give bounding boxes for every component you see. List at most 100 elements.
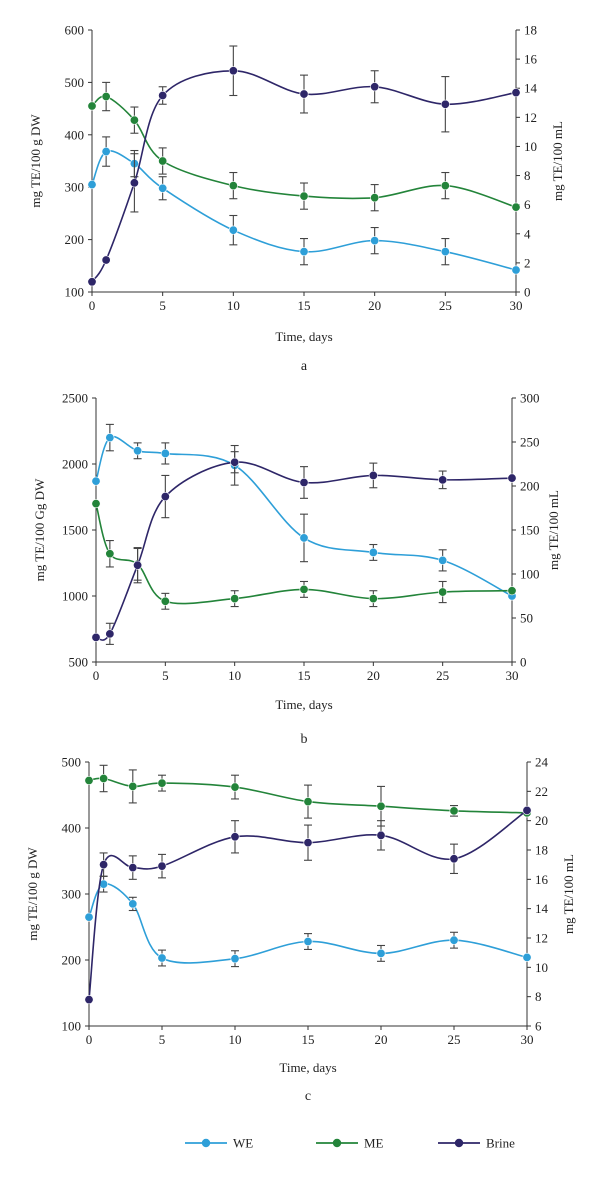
data-point [440, 181, 450, 191]
data-point [299, 477, 309, 487]
x-tick-label: 5 [162, 668, 169, 683]
data-point [157, 861, 167, 871]
x-tick-label: 10 [227, 298, 240, 313]
y-left-tick-label: 200 [65, 232, 85, 247]
x-tick-label: 25 [436, 668, 449, 683]
y-right-tick-label: 14 [524, 81, 538, 96]
y-left-tick-label: 300 [62, 887, 82, 902]
y-left-tick-label: 600 [65, 23, 85, 38]
y-right-tick-label: 18 [535, 843, 548, 858]
data-point [368, 547, 378, 557]
y-left-tick-label: 1000 [62, 589, 88, 604]
data-point [128, 863, 138, 873]
y-left-tick-label: 500 [62, 755, 82, 770]
y-right-tick-label: 8 [524, 168, 531, 183]
y-right-tick-label: 0 [524, 285, 531, 300]
data-point [299, 584, 309, 594]
data-point [228, 225, 238, 235]
data-point [158, 156, 168, 166]
y-left-tick-label: 200 [62, 953, 82, 968]
data-point [370, 236, 380, 246]
data-point [440, 247, 450, 257]
x-tick-label: 10 [229, 1032, 242, 1047]
legend-label: WE [233, 1136, 253, 1151]
data-point [91, 476, 101, 486]
data-point [440, 99, 450, 109]
y-left-tick-label: 2000 [62, 457, 88, 472]
y-right-tick-label: 250 [520, 435, 540, 450]
x-tick-label: 15 [302, 1032, 315, 1047]
data-point [522, 805, 532, 815]
x-tick-label: 25 [439, 298, 452, 313]
data-point [368, 594, 378, 604]
x-tick-label: 5 [159, 1032, 166, 1047]
data-point [105, 629, 115, 639]
y-left-tick-label: 1500 [62, 523, 88, 538]
data-point [299, 247, 309, 257]
data-point [105, 549, 115, 559]
data-point [157, 778, 167, 788]
legend-marker [332, 1138, 342, 1148]
panel-label: a [301, 359, 308, 374]
data-point [101, 255, 111, 265]
y-right-tick-label: 12 [535, 931, 548, 946]
data-point [128, 781, 138, 791]
y-right-tick-label: 10 [535, 960, 548, 975]
x-tick-label: 20 [368, 298, 381, 313]
legend-marker [201, 1138, 211, 1148]
x-axis-title: Time, days [275, 329, 332, 344]
x-tick-label: 0 [93, 668, 100, 683]
x-tick-label: 0 [86, 1032, 93, 1047]
data-point [230, 782, 240, 792]
data-point [129, 178, 139, 188]
legend-item-me: ME [316, 1136, 384, 1151]
series-line [95, 435, 513, 597]
data-point [230, 594, 240, 604]
y-left-tick-label: 500 [69, 655, 89, 670]
data-point [376, 830, 386, 840]
y-right-tick-label: 16 [535, 872, 549, 887]
legend-item-we: WE [185, 1136, 253, 1151]
data-point [438, 555, 448, 565]
data-point [101, 92, 111, 102]
legend-label: Brine [486, 1136, 515, 1151]
data-point [303, 797, 313, 807]
series-line [88, 883, 528, 964]
y-right-tick-label: 12 [524, 110, 537, 125]
data-point [91, 499, 101, 509]
series-me [87, 81, 521, 212]
y-right-tick-label: 6 [535, 1019, 542, 1034]
data-point [511, 265, 521, 275]
y-right-tick-label: 22 [535, 784, 548, 799]
panel-label: c [305, 1089, 311, 1104]
legend-marker [454, 1138, 464, 1148]
series-brine [84, 805, 532, 1005]
data-point [160, 596, 170, 606]
y-left-tick-label: 400 [62, 821, 82, 836]
x-tick-label: 30 [521, 1032, 534, 1047]
data-point [228, 66, 238, 76]
y-left-tick-label: 400 [65, 127, 85, 142]
data-point [91, 632, 101, 642]
data-point [99, 860, 109, 870]
data-point [133, 560, 143, 570]
data-point [299, 191, 309, 201]
y-left-tick-label: 100 [65, 285, 85, 300]
data-point [438, 475, 448, 485]
panel-label: b [301, 732, 308, 747]
data-point [157, 953, 167, 963]
y-right-tick-label: 150 [520, 523, 540, 538]
y-right-tick-label: 10 [524, 139, 537, 154]
x-axis-title: Time, days [275, 697, 332, 712]
y-right-tick-label: 2 [524, 255, 531, 270]
y-right-tick-label: 20 [535, 813, 548, 828]
data-point [129, 115, 139, 125]
data-point [368, 470, 378, 480]
data-point [230, 832, 240, 842]
data-point [230, 457, 240, 467]
y-axis-left-title: mg TE/100 Gg DW [32, 478, 47, 581]
data-point [228, 181, 238, 191]
data-point [133, 446, 143, 456]
series-we [91, 423, 517, 601]
